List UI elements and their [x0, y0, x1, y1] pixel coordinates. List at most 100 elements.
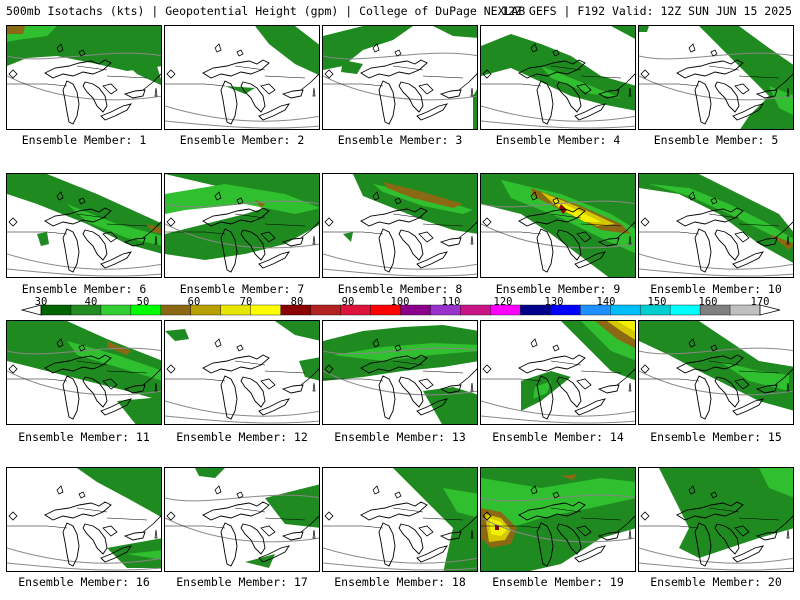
colorbar-label: 30: [34, 296, 48, 308]
isotach-shading: [393, 468, 477, 571]
isotach-shading: [245, 554, 275, 568]
height-contour: [7, 253, 161, 270]
ensemble-member-label: Ensemble Member: 13: [334, 430, 466, 444]
height-contour: [165, 200, 319, 208]
ensemble-member-map: [322, 25, 478, 130]
colorbar-label: 170: [750, 296, 770, 308]
colorbar-left-arrow: [20, 304, 42, 316]
ensemble-member-map: [164, 25, 320, 130]
isotach-shading: [323, 26, 413, 70]
height-contour: [323, 253, 477, 270]
isotach-shading: [341, 60, 363, 74]
ensemble-member-map: [638, 320, 794, 425]
isotach-shading: [423, 387, 477, 424]
ensemble-member-label: Ensemble Member: 18: [334, 575, 466, 589]
isotach-shading: [77, 468, 161, 517]
colorbar-label: 80: [290, 296, 304, 308]
height-contour: [7, 347, 161, 355]
isotach-colorbar: [20, 304, 781, 316]
isotach-shading: [117, 56, 161, 86]
height-contour: [639, 253, 793, 270]
height-contour: [639, 370, 793, 396]
height-contour: [165, 415, 319, 424]
isotach-shading: [533, 381, 551, 399]
state-border: [481, 65, 622, 87]
height-contour: [481, 415, 635, 424]
height-contour: [165, 105, 319, 122]
isotach-shading: [443, 488, 477, 518]
ensemble-member-label: Ensemble Member: 11: [18, 430, 150, 444]
isotach-shading: [165, 329, 189, 341]
ensemble-member-label: Ensemble Member: 5: [653, 133, 779, 147]
isotach-shading: [333, 343, 477, 361]
ensemble-member-label: Ensemble Member: 10: [650, 282, 782, 296]
ensemble-member-map: [164, 173, 320, 278]
height-contour: [323, 347, 477, 355]
ensemble-member-map: [164, 467, 320, 572]
isotach-shading: [195, 468, 225, 478]
isotach-shading: [561, 474, 577, 480]
ensemble-member-map: [322, 467, 478, 572]
ensemble-member-label: Ensemble Member: 14: [492, 430, 624, 444]
height-contour: [7, 52, 161, 60]
height-contour: [165, 400, 319, 417]
isotach-shading: [37, 232, 49, 246]
height-contour: [639, 562, 793, 571]
ensemble-member-map: [638, 467, 794, 572]
map-title: 500mb Isotachs (kts) | Geopotential Heig…: [6, 4, 526, 18]
colorbar-label: 70: [239, 296, 253, 308]
state-border: [323, 213, 464, 235]
isotach-shading: [225, 86, 255, 94]
isotach-shading: [611, 26, 635, 39]
height-contour: [7, 268, 161, 277]
colorbar-label: 60: [187, 296, 201, 308]
state-border: [639, 360, 780, 382]
isotach-shading: [639, 174, 793, 263]
colorbar-labels: 30 40 50 60 70 80 90 100 110 120 130 140 150 160 170: [0, 296, 800, 308]
ensemble-member-label: Ensemble Member: 20: [650, 575, 782, 589]
colorbar-swatches: [40, 304, 761, 316]
ensemble-member-map: [6, 25, 162, 130]
colorbar-label: 100: [390, 296, 410, 308]
height-contour: [481, 223, 635, 249]
state-border: [165, 65, 306, 87]
colorbar-right-arrow: [759, 304, 781, 316]
state-border: [7, 507, 148, 529]
map-header: 500mb Isotachs (kts) | Geopotential Heig…: [6, 4, 794, 20]
height-contour: [481, 105, 635, 122]
ensemble-member-map: [480, 320, 636, 425]
state-border: [165, 507, 306, 529]
ensemble-member-map: [6, 320, 162, 425]
ensemble-member-map: [638, 25, 794, 130]
ensemble-member-label: Ensemble Member: 8: [337, 282, 463, 296]
ensemble-member-map: [322, 173, 478, 278]
height-contour: [639, 268, 793, 277]
state-border: [481, 213, 622, 235]
isotach-shading: [719, 361, 789, 391]
ensemble-member-label: Ensemble Member: 9: [495, 282, 621, 296]
isotach-shading: [473, 89, 477, 129]
isotach-shading: [433, 26, 477, 38]
height-contour: [165, 223, 319, 249]
ensemble-member-map: [322, 320, 478, 425]
state-border: [481, 360, 622, 382]
model-valid-time: 12Z GEFS | F192 Valid: 12Z SUN JUN 15 20…: [501, 4, 792, 18]
ensemble-member-label: Ensemble Member: 6: [21, 282, 147, 296]
colorbar-label: 130: [544, 296, 564, 308]
state-border: [165, 360, 306, 382]
height-contour: [323, 370, 477, 396]
ensemble-member-map: [480, 467, 636, 572]
isotach-shading: [759, 66, 793, 129]
state-border: [639, 507, 780, 529]
state-border: [639, 65, 780, 87]
ensemble-member-label: Ensemble Member: 1: [21, 133, 147, 147]
colorbar-label: 110: [441, 296, 461, 308]
colorbar-label: 140: [596, 296, 616, 308]
isotach-shading: [265, 484, 319, 528]
ensemble-member-label: Ensemble Member: 4: [495, 133, 621, 147]
height-contour: [481, 400, 635, 417]
height-contour: [323, 268, 477, 277]
height-contour: [323, 562, 477, 571]
height-contour: [639, 52, 793, 60]
ensemble-member-map: [480, 173, 636, 278]
